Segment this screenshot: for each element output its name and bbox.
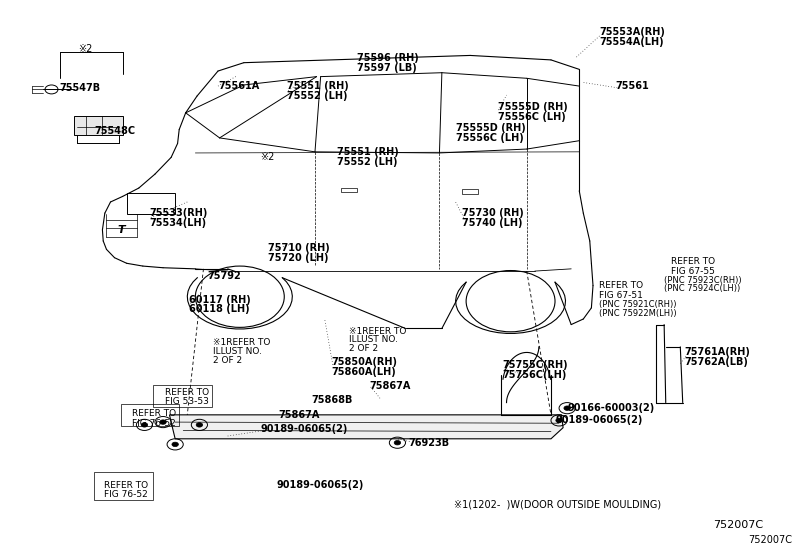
Text: 90189-06065(2): 90189-06065(2) xyxy=(277,480,363,490)
Text: 75553A(RH): 75553A(RH) xyxy=(599,27,665,37)
Text: 60118 (LH): 60118 (LH) xyxy=(189,304,250,314)
Text: (PNC 75921C(RH)): (PNC 75921C(RH)) xyxy=(599,300,677,309)
Text: 75868B: 75868B xyxy=(311,395,352,405)
Text: REFER TO: REFER TO xyxy=(599,281,644,290)
Text: 75552 (LH): 75552 (LH) xyxy=(337,157,397,167)
Bar xyxy=(153,385,212,407)
Text: REFER TO: REFER TO xyxy=(131,409,176,418)
Text: 75548C: 75548C xyxy=(94,125,135,136)
Text: (PNC 75923C(RH)): (PNC 75923C(RH)) xyxy=(664,276,742,284)
Text: 75556C (LH): 75556C (LH) xyxy=(498,112,565,122)
Text: 75860A(LH): 75860A(LH) xyxy=(331,367,396,377)
Text: T: T xyxy=(118,225,125,235)
Text: 75534(LH): 75534(LH) xyxy=(149,218,207,227)
Text: 2 OF 2: 2 OF 2 xyxy=(213,356,242,365)
Text: REFER TO: REFER TO xyxy=(104,480,148,489)
Text: 75533(RH): 75533(RH) xyxy=(149,208,208,218)
Text: ILLUST NO.: ILLUST NO. xyxy=(213,347,262,356)
Text: 75720 (LH): 75720 (LH) xyxy=(268,253,328,263)
Bar xyxy=(341,188,357,192)
Text: 75867A: 75867A xyxy=(279,410,320,420)
Text: FIG 67-51: FIG 67-51 xyxy=(599,291,643,300)
Bar xyxy=(127,193,175,214)
Text: ※1(1202-  )W(DOOR OUTSIDE MOULDING): ※1(1202- )W(DOOR OUTSIDE MOULDING) xyxy=(454,499,661,509)
Text: 75867A: 75867A xyxy=(369,381,410,391)
Text: 75756C(LH): 75756C(LH) xyxy=(503,370,567,380)
Text: ※1REFER TO: ※1REFER TO xyxy=(349,327,406,336)
Text: 75555D (RH): 75555D (RH) xyxy=(457,123,526,133)
Text: 76923B: 76923B xyxy=(408,438,449,447)
Text: 75755C(RH): 75755C(RH) xyxy=(503,360,569,370)
Circle shape xyxy=(172,442,178,447)
Bar xyxy=(74,115,122,135)
Text: 75597 (LB): 75597 (LB) xyxy=(357,63,417,73)
Text: 75850A(RH): 75850A(RH) xyxy=(331,357,397,367)
Text: 752007C: 752007C xyxy=(713,520,763,530)
Text: ※2: ※2 xyxy=(260,152,274,162)
Text: FIG 76-52: FIG 76-52 xyxy=(131,419,175,428)
Text: 60117 (RH): 60117 (RH) xyxy=(189,295,251,305)
Text: 2 OF 2: 2 OF 2 xyxy=(349,344,378,353)
Polygon shape xyxy=(169,415,563,439)
Text: 90166-60003(2): 90166-60003(2) xyxy=(567,403,654,413)
Circle shape xyxy=(394,441,401,445)
Text: 75551 (RH): 75551 (RH) xyxy=(287,81,349,91)
Circle shape xyxy=(564,406,570,410)
Text: 75710 (RH): 75710 (RH) xyxy=(268,242,330,253)
Text: 75596 (RH): 75596 (RH) xyxy=(357,53,418,63)
Text: 75561: 75561 xyxy=(616,81,650,91)
Text: 75792: 75792 xyxy=(208,270,241,281)
Text: 75762A(LB): 75762A(LB) xyxy=(684,357,749,367)
Bar xyxy=(462,189,478,194)
Text: 90189-06065(2): 90189-06065(2) xyxy=(555,416,642,426)
Text: 75552 (LH): 75552 (LH) xyxy=(287,91,347,101)
Text: 75561A: 75561A xyxy=(218,81,260,91)
Circle shape xyxy=(556,418,562,423)
Bar xyxy=(121,404,179,426)
Text: FIG 67-55: FIG 67-55 xyxy=(671,267,714,276)
Text: ※2: ※2 xyxy=(78,44,92,54)
Circle shape xyxy=(141,423,148,427)
Text: ILLUST NO.: ILLUST NO. xyxy=(349,335,398,344)
Text: ※1REFER TO: ※1REFER TO xyxy=(213,338,271,347)
Text: 75547B: 75547B xyxy=(59,83,101,93)
Text: 752007C: 752007C xyxy=(748,535,792,545)
Text: 75761A(RH): 75761A(RH) xyxy=(684,347,750,357)
Text: (PNC 75924C(LH)): (PNC 75924C(LH)) xyxy=(664,284,740,293)
Text: 75555D (RH): 75555D (RH) xyxy=(498,102,568,112)
Text: REFER TO: REFER TO xyxy=(671,257,714,266)
Circle shape xyxy=(196,423,203,427)
Text: (PNC 75922M(LH)): (PNC 75922M(LH)) xyxy=(599,309,677,318)
Circle shape xyxy=(160,420,166,424)
Text: 75730 (RH): 75730 (RH) xyxy=(462,208,524,218)
Text: REFER TO: REFER TO xyxy=(165,388,208,397)
Text: FIG 53-53: FIG 53-53 xyxy=(165,397,208,406)
Text: 75551 (RH): 75551 (RH) xyxy=(337,147,398,157)
Text: 75554A(LH): 75554A(LH) xyxy=(599,36,664,46)
Text: 90189-06065(2): 90189-06065(2) xyxy=(260,424,347,434)
Text: 75740 (LH): 75740 (LH) xyxy=(462,218,522,227)
Text: FIG 76-52: FIG 76-52 xyxy=(104,490,148,499)
Text: 75556C (LH): 75556C (LH) xyxy=(457,133,524,143)
Bar xyxy=(94,472,152,500)
